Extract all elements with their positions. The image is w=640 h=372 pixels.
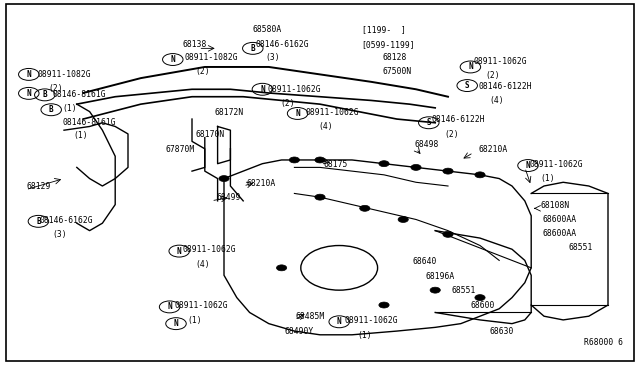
Text: N: N bbox=[170, 55, 175, 64]
Text: 68170N: 68170N bbox=[195, 130, 225, 139]
Text: 68108N: 68108N bbox=[541, 201, 570, 210]
Text: 08911-1062G: 08911-1062G bbox=[268, 85, 321, 94]
Text: 08911-1062G: 08911-1062G bbox=[306, 108, 360, 117]
Text: N: N bbox=[525, 161, 531, 170]
Text: 08146-8161G: 08146-8161G bbox=[52, 90, 106, 99]
Text: 68129: 68129 bbox=[27, 182, 51, 191]
Circle shape bbox=[411, 164, 421, 170]
Text: 68172N: 68172N bbox=[214, 108, 244, 117]
Circle shape bbox=[475, 295, 485, 301]
Text: 08911-1082G: 08911-1082G bbox=[184, 53, 238, 62]
Text: N: N bbox=[167, 302, 172, 311]
Text: N: N bbox=[295, 109, 300, 118]
Text: N: N bbox=[468, 62, 473, 71]
Circle shape bbox=[289, 157, 300, 163]
Text: 68175: 68175 bbox=[323, 160, 348, 169]
Text: 68551: 68551 bbox=[451, 286, 476, 295]
Text: N: N bbox=[177, 247, 182, 256]
Text: 68600AA: 68600AA bbox=[543, 215, 577, 224]
Text: 08911-1082G: 08911-1082G bbox=[37, 70, 91, 79]
Text: [0599-1199]: [0599-1199] bbox=[362, 40, 415, 49]
Text: 08146-6162G: 08146-6162G bbox=[40, 216, 93, 225]
Text: [1199-  ]: [1199- ] bbox=[362, 25, 406, 34]
Text: 68499: 68499 bbox=[216, 193, 241, 202]
Circle shape bbox=[315, 157, 325, 163]
Circle shape bbox=[276, 265, 287, 271]
Text: N: N bbox=[26, 70, 31, 79]
Text: (1): (1) bbox=[74, 131, 88, 140]
Text: S: S bbox=[465, 81, 470, 90]
Text: (2): (2) bbox=[280, 99, 295, 108]
Text: 68138: 68138 bbox=[182, 40, 207, 49]
Text: (3): (3) bbox=[266, 53, 280, 62]
Text: 68210A: 68210A bbox=[246, 179, 276, 187]
Text: 68600: 68600 bbox=[470, 301, 495, 310]
Text: (2): (2) bbox=[445, 130, 460, 139]
Circle shape bbox=[443, 168, 453, 174]
Text: 68630: 68630 bbox=[490, 327, 514, 336]
Text: 08146-8161G: 08146-8161G bbox=[63, 118, 116, 126]
Text: (2): (2) bbox=[48, 84, 63, 93]
Circle shape bbox=[443, 231, 453, 237]
Text: (1): (1) bbox=[541, 174, 556, 183]
Circle shape bbox=[315, 194, 325, 200]
Text: B: B bbox=[42, 90, 47, 99]
Circle shape bbox=[379, 302, 389, 308]
Text: 68196A: 68196A bbox=[426, 272, 455, 280]
Text: 08911-1062G: 08911-1062G bbox=[182, 246, 236, 254]
Text: 68600AA: 68600AA bbox=[543, 229, 577, 238]
Text: 08911-1062G: 08911-1062G bbox=[530, 160, 584, 169]
Circle shape bbox=[475, 172, 485, 178]
Circle shape bbox=[360, 205, 370, 211]
Text: 68551: 68551 bbox=[568, 243, 593, 252]
Text: 67500N: 67500N bbox=[383, 67, 412, 76]
Text: B: B bbox=[36, 217, 41, 226]
Text: 08911-1062G: 08911-1062G bbox=[474, 57, 527, 66]
Text: (1): (1) bbox=[187, 316, 202, 325]
Text: 08911-1062G: 08911-1062G bbox=[344, 316, 398, 325]
Circle shape bbox=[430, 287, 440, 293]
Text: 68128: 68128 bbox=[383, 53, 407, 62]
Text: (4): (4) bbox=[195, 260, 210, 269]
Text: R68000 6: R68000 6 bbox=[584, 339, 623, 347]
Text: N: N bbox=[337, 317, 342, 326]
Text: 08146-6162G: 08146-6162G bbox=[256, 40, 310, 49]
Circle shape bbox=[219, 176, 229, 182]
Text: N: N bbox=[260, 85, 265, 94]
Text: (2): (2) bbox=[485, 71, 500, 80]
Text: 68580A: 68580A bbox=[253, 25, 282, 34]
Text: 68490Y: 68490Y bbox=[285, 327, 314, 336]
Text: (2): (2) bbox=[195, 67, 210, 76]
Text: B: B bbox=[250, 44, 255, 53]
Text: N: N bbox=[26, 89, 31, 98]
Text: (3): (3) bbox=[52, 230, 67, 239]
Text: 67870M: 67870M bbox=[165, 145, 195, 154]
Text: (1): (1) bbox=[357, 331, 372, 340]
Text: 08146-6122H: 08146-6122H bbox=[479, 82, 532, 91]
Text: 68210A: 68210A bbox=[479, 145, 508, 154]
Text: B: B bbox=[49, 105, 54, 114]
Text: N: N bbox=[173, 319, 179, 328]
Text: 68498: 68498 bbox=[415, 140, 439, 149]
Text: (4): (4) bbox=[490, 96, 504, 105]
Text: 08146-6122H: 08146-6122H bbox=[432, 115, 486, 124]
Text: 68485M: 68485M bbox=[296, 312, 325, 321]
Circle shape bbox=[398, 217, 408, 222]
Circle shape bbox=[379, 161, 389, 167]
Text: 08911-1062G: 08911-1062G bbox=[174, 301, 228, 310]
Text: (4): (4) bbox=[319, 122, 333, 131]
Text: 68640: 68640 bbox=[413, 257, 437, 266]
Text: S: S bbox=[426, 118, 431, 127]
Text: (1): (1) bbox=[63, 104, 77, 113]
